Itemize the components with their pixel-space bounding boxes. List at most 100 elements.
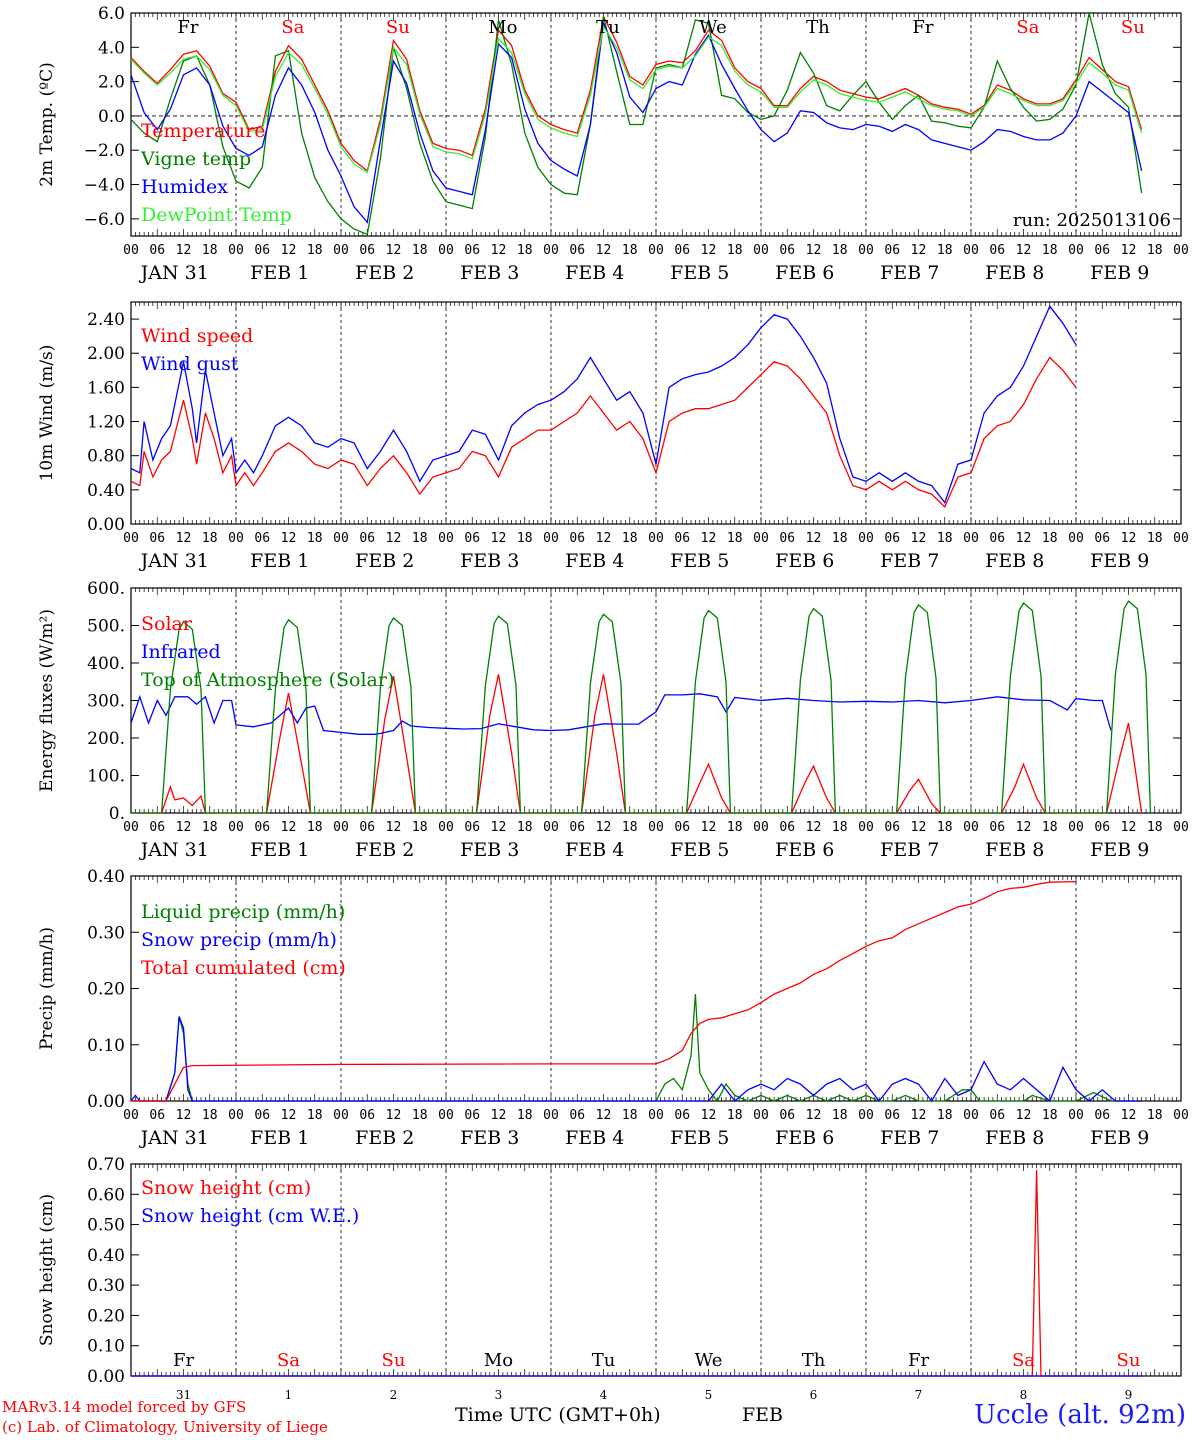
- hour-label: 18: [1042, 820, 1058, 835]
- legend-entry: Wind speed: [141, 325, 253, 347]
- hour-label: 18: [307, 531, 323, 546]
- day-name: Th: [802, 1350, 826, 1371]
- date-label: FEB 4: [565, 550, 624, 572]
- y-tick-label: 100.: [87, 767, 125, 787]
- day-name: Mo: [484, 1350, 513, 1371]
- hour-label: 12: [1121, 1108, 1137, 1123]
- hour-label: 00: [543, 1108, 559, 1123]
- day-name: Sa: [281, 17, 304, 38]
- hour-label: 00: [648, 531, 664, 546]
- hour-label: 00: [438, 1108, 454, 1123]
- hour-label: 12: [176, 1108, 192, 1123]
- y-tick-label: 0.10: [87, 1337, 125, 1357]
- hour-label: 06: [149, 243, 165, 258]
- model-credit: MARv3.14 model forced by GFS: [2, 1398, 247, 1416]
- legend-entry: Temperature: [141, 120, 265, 142]
- hour-label: 12: [281, 243, 297, 258]
- hour-label: 06: [1094, 243, 1110, 258]
- hour-label: 18: [517, 243, 533, 258]
- hour-label: 12: [1016, 820, 1032, 835]
- hour-label: 06: [464, 1108, 480, 1123]
- hour-label: 06: [254, 820, 270, 835]
- y-axis-title: Precip (mm/h): [37, 927, 57, 1050]
- hour-label: 18: [1147, 1108, 1163, 1123]
- hour-label: 00: [123, 820, 139, 835]
- hour-label: 12: [911, 1108, 927, 1123]
- hour-label: 06: [674, 820, 690, 835]
- hour-label: 06: [149, 1108, 165, 1123]
- hour-label: 06: [149, 531, 165, 546]
- date-label: FEB 4: [565, 1127, 624, 1149]
- hour-label: 00: [543, 243, 559, 258]
- run-annotation: run: 2025013106: [1013, 210, 1171, 231]
- hour-label: 00: [753, 820, 769, 835]
- legend-entry: Vigne temp: [140, 148, 251, 170]
- month-label: FEB: [742, 1404, 784, 1426]
- date-label: FEB 2: [355, 839, 414, 861]
- hour-label: 06: [779, 820, 795, 835]
- hour-label: 12: [1121, 243, 1137, 258]
- hour-label: 00: [648, 1108, 664, 1123]
- hour-label: 06: [569, 531, 585, 546]
- series-line: [131, 1170, 1142, 1377]
- hour-label: 00: [333, 243, 349, 258]
- day-number: 3: [495, 1388, 503, 1402]
- hour-label: 12: [176, 820, 192, 835]
- hour-label: 12: [491, 243, 507, 258]
- day-number: 4: [600, 1388, 608, 1402]
- hour-label: 12: [911, 243, 927, 258]
- series-line: [130, 24, 1143, 174]
- chart-panel-3: 600. 500. 400. 300. 200. 100. 0. Energy fluxes …: [37, 579, 1189, 861]
- hour-label: 00: [1173, 531, 1189, 546]
- day-name: Fr: [177, 17, 198, 38]
- hour-label: 18: [1042, 1108, 1058, 1123]
- series-line: [131, 994, 1142, 1103]
- hour-label: 12: [1121, 820, 1137, 835]
- hour-label: 00: [438, 531, 454, 546]
- day-number: 6: [810, 1388, 818, 1402]
- legend-entry: Top of Atmosphere (Solar): [141, 669, 394, 691]
- hour-label: 12: [806, 531, 822, 546]
- chart-panel-5: 0.70 0.60 0.50 0.40 0.30 0.20 0.10 0.00 Snow hei…: [37, 1155, 1182, 1402]
- date-label: FEB 1: [250, 550, 309, 572]
- hour-label: 00: [858, 1108, 874, 1123]
- hour-label: 12: [911, 820, 927, 835]
- date-label: FEB 9: [1090, 1127, 1149, 1149]
- day-name: Fr: [173, 1350, 194, 1371]
- hour-label: 18: [622, 1108, 638, 1123]
- y-tick-label: 0.10: [87, 1036, 125, 1056]
- day-name: Mo: [488, 17, 517, 38]
- date-label: FEB 8: [985, 839, 1044, 861]
- date-label: FEB 6: [775, 1127, 834, 1149]
- y-tick-label: 0.30: [87, 923, 125, 943]
- day-name: Su: [1121, 17, 1145, 38]
- hour-label: 06: [359, 531, 375, 546]
- date-label: FEB 7: [880, 1127, 939, 1149]
- hour-label: 00: [228, 243, 244, 258]
- hour-label: 18: [937, 243, 953, 258]
- date-label: FEB 3: [460, 550, 519, 572]
- hour-label: 18: [517, 531, 533, 546]
- legend-entry: Infrared: [141, 641, 221, 663]
- hour-label: 12: [491, 531, 507, 546]
- hour-label: 18: [937, 820, 953, 835]
- hour-label: 18: [1042, 243, 1058, 258]
- hour-label: 18: [412, 820, 428, 835]
- legend-entry: Snow height (cm): [141, 1177, 311, 1199]
- station-name: Uccle (alt. 92m): [974, 1400, 1186, 1430]
- y-tick-label: 0.40: [87, 481, 125, 501]
- date-label: FEB 9: [1090, 839, 1149, 861]
- hour-label: 12: [176, 243, 192, 258]
- day-name: Th: [806, 17, 830, 38]
- hour-label: 18: [1147, 243, 1163, 258]
- hour-label: 06: [674, 1108, 690, 1123]
- hour-label: 00: [753, 243, 769, 258]
- hour-label: 18: [412, 243, 428, 258]
- hour-label: 18: [517, 1108, 533, 1123]
- date-label: FEB 6: [775, 550, 834, 572]
- lab-credit: (c) Lab. of Climatology, University of L…: [2, 1418, 328, 1436]
- day-number: 8: [1020, 1388, 1028, 1402]
- series-line: [130, 305, 1077, 505]
- hour-label: 18: [832, 531, 848, 546]
- date-label: JAN 31: [139, 550, 209, 572]
